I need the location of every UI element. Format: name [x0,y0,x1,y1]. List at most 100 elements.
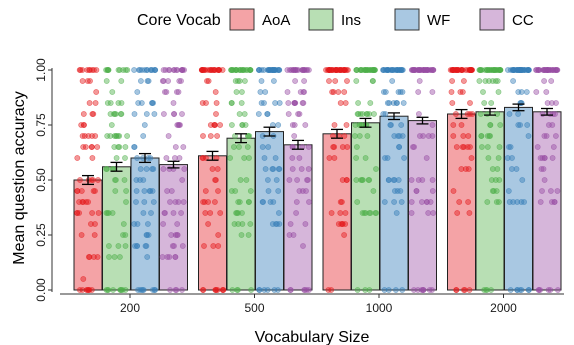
point-wf-2000 [515,111,521,117]
point-aoa-1000 [341,133,348,139]
point-cc-200 [168,188,175,194]
point-ins-1000 [369,78,376,84]
point-ins-2000 [484,199,491,205]
point-cc-2000 [542,67,549,73]
point-wf-1000 [384,100,391,106]
point-aoa-2000 [448,89,455,95]
point-aoa-2000 [466,287,473,293]
point-aoa-500 [204,78,210,84]
point-aoa-1000 [339,177,346,183]
point-wf-500 [270,166,277,172]
point-ins-200 [116,144,123,150]
point-ins-500 [238,100,245,106]
point-aoa-200 [80,276,87,282]
point-aoa-1000 [338,199,345,205]
point-ins-2000 [484,133,491,139]
point-cc-500 [303,188,309,194]
point-cc-1000 [429,188,436,194]
point-aoa-200 [79,199,86,205]
point-ins-200 [111,144,118,150]
point-ins-2000 [478,144,485,150]
point-wf-1000 [380,111,387,117]
point-wf-500 [274,221,280,227]
point-wf-200 [151,287,158,293]
point-wf-500 [276,100,283,106]
point-ins-2000 [480,89,486,95]
point-cc-200 [163,89,170,95]
point-ins-2000 [488,177,495,183]
point-wf-200 [138,287,145,293]
point-cc-1000 [413,188,420,194]
point-ins-200 [115,243,122,249]
point-aoa-2000 [460,133,467,139]
point-cc-500 [298,166,305,172]
point-ins-500 [234,287,241,293]
point-wf-200 [145,232,152,238]
point-cc-200 [173,89,180,95]
point-cc-200 [181,166,188,172]
point-wf-1000 [382,111,389,117]
point-ins-2000 [481,287,487,293]
point-aoa-500 [200,287,207,293]
point-ins-1000 [366,177,373,183]
point-aoa-200 [77,177,83,183]
point-wf-1000 [396,67,403,73]
point-wf-200 [140,177,147,183]
point-aoa-2000 [453,144,460,150]
point-cc-1000 [429,287,435,293]
point-aoa-200 [74,210,81,216]
point-ins-200 [106,243,112,249]
point-aoa-1000 [326,78,332,84]
point-wf-2000 [517,67,524,73]
point-wf-2000 [505,188,512,194]
point-aoa-500 [213,111,219,117]
point-wf-200 [141,188,148,194]
point-aoa-500 [212,89,219,95]
point-wf-200 [137,78,144,84]
point-wf-500 [271,287,278,293]
point-aoa-2000 [456,199,463,205]
point-cc-500 [291,122,298,128]
bar-wf-2000 [504,106,533,291]
point-aoa-200 [86,254,92,260]
point-cc-500 [305,166,312,172]
point-cc-200 [172,287,179,293]
point-cc-1000 [410,287,417,293]
point-wf-500 [264,111,271,117]
point-cc-2000 [553,100,559,106]
point-wf-500 [256,287,263,293]
point-ins-2000 [495,199,502,205]
point-cc-500 [296,155,303,161]
point-wf-200 [143,67,150,73]
point-aoa-500 [200,155,207,161]
point-aoa-1000 [331,155,338,161]
x-tick-label-1000: 1000 [366,301,393,315]
point-ins-1000 [367,210,374,216]
point-cc-200 [164,254,171,260]
point-ins-200 [120,221,127,227]
point-cc-1000 [416,67,423,73]
point-ins-200 [120,232,126,238]
point-cc-500 [286,177,293,183]
point-aoa-200 [90,177,96,183]
point-wf-1000 [382,89,389,95]
point-ins-200 [115,67,122,73]
point-aoa-500 [205,199,211,205]
point-wf-2000 [510,78,516,84]
point-ins-200 [124,133,130,139]
point-wf-500 [275,188,282,194]
point-cc-500 [300,89,307,95]
point-ins-1000 [355,111,362,117]
point-ins-200 [112,188,119,194]
point-ins-200 [117,287,124,293]
point-wf-1000 [385,287,392,293]
point-wf-500 [264,67,271,73]
point-wf-2000 [525,133,532,139]
point-ins-500 [228,122,235,128]
point-cc-500 [305,287,312,293]
point-wf-200 [143,166,150,172]
x-tick-label-200: 200 [120,301,140,315]
point-cc-1000 [423,155,430,161]
legend-label-cc: CC [512,12,534,29]
point-cc-500 [285,111,292,117]
